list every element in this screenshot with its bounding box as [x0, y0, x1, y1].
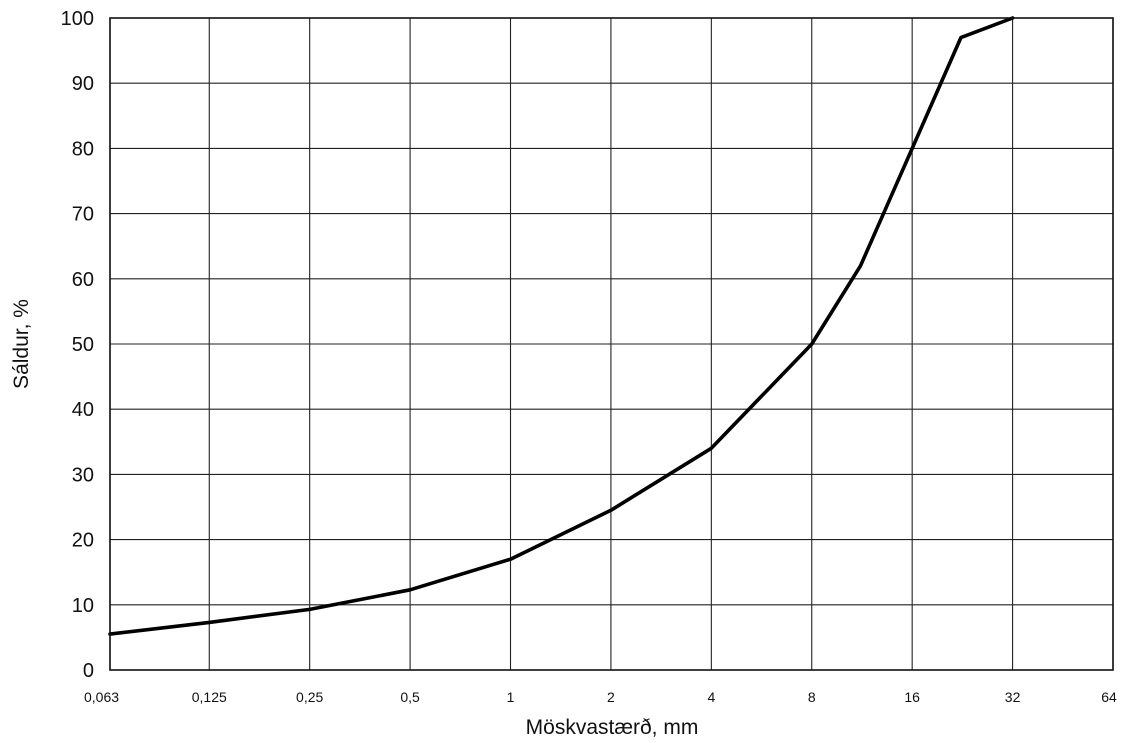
y-axis-label: Sáldur, % — [10, 299, 33, 389]
y-axis-ticks: 0 10 20 30 40 50 60 70 80 90 100 — [61, 8, 94, 682]
y-tick-label: 10 — [72, 595, 94, 617]
x-axis-ticks: 0,063 0,125 0,25 0,5 1 2 4 8 16 32 64 — [84, 689, 1117, 705]
y-tick-label: 70 — [72, 204, 94, 226]
y-tick-label: 20 — [72, 530, 94, 552]
series-line — [108, 16, 1015, 636]
y-tick-label: 50 — [72, 334, 94, 356]
y-tick-label: 0 — [83, 660, 94, 682]
y-tick-label: 80 — [72, 138, 94, 160]
y-tick-label: 40 — [72, 399, 94, 421]
plot-frame — [109, 17, 1114, 671]
x-tick-label: 64 — [1101, 689, 1117, 705]
grid — [109, 17, 1114, 671]
y-tick-label: 100 — [61, 8, 94, 30]
x-tick-label: 0,5 — [400, 689, 420, 705]
x-tick-label: 16 — [904, 689, 920, 705]
x-tick-label: 0,125 — [192, 689, 227, 705]
x-axis-label: Möskvastærð, mm — [526, 716, 699, 739]
y-tick-label: 30 — [72, 464, 94, 486]
x-tick-label: 0,25 — [296, 689, 323, 705]
x-tick-label: 32 — [1005, 689, 1021, 705]
x-tick-label: 0,063 — [84, 689, 119, 705]
x-tick-label: 2 — [607, 689, 615, 705]
x-tick-label: 4 — [707, 689, 715, 705]
x-tick-label: 8 — [808, 689, 816, 705]
y-tick-label: 90 — [72, 73, 94, 95]
y-tick-label: 60 — [72, 269, 94, 291]
x-tick-label: 1 — [507, 689, 515, 705]
